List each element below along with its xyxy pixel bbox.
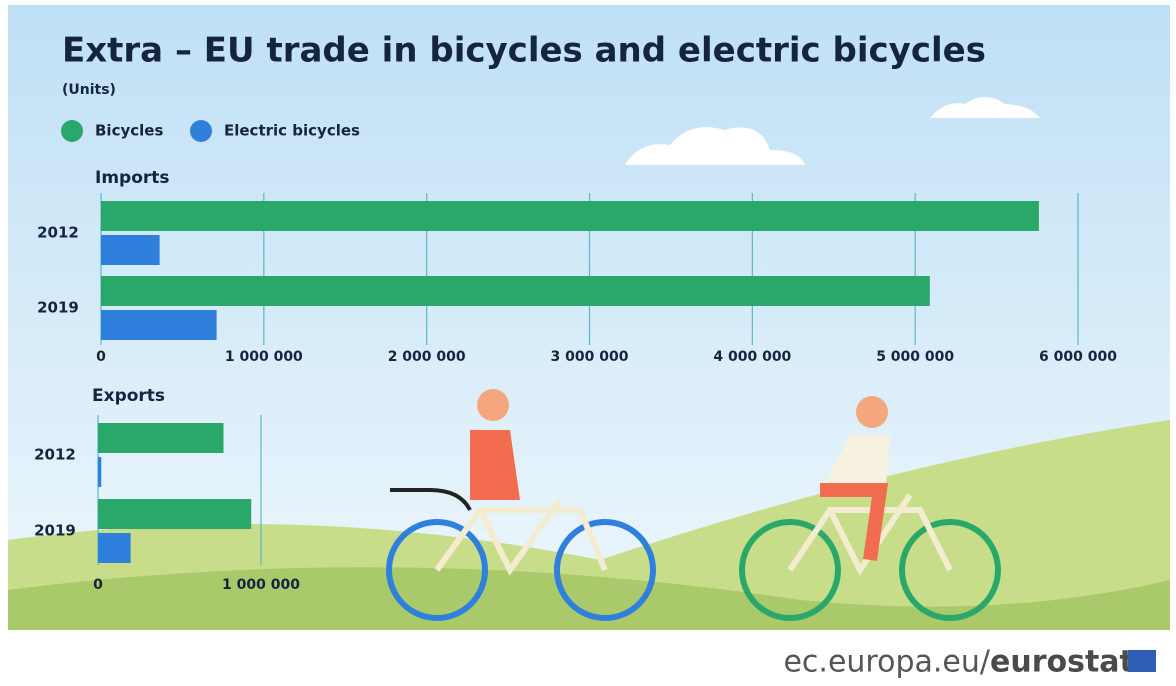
footer-domain: ec.europa.eu/: [783, 645, 990, 680]
chart-title: Exports: [92, 386, 165, 406]
bar: [101, 235, 160, 265]
infographic: Extra – EU trade in bicycles and electri…: [0, 0, 1176, 681]
y-tick-label: 2012: [34, 446, 76, 464]
legend-label: Electric bicycles: [224, 122, 360, 140]
x-tick-label: 0: [93, 577, 103, 593]
bar: [98, 457, 101, 487]
bar: [98, 499, 251, 529]
legend-swatch: [190, 120, 212, 142]
legend-swatch: [61, 120, 83, 142]
bar: [101, 201, 1039, 231]
footer-brand: eurostat: [990, 645, 1134, 680]
chart-title: Imports: [95, 168, 170, 188]
eu-flag: [1128, 650, 1156, 672]
x-tick-label: 4 000 000: [713, 349, 791, 365]
page: {"title": "Extra – EU trade in bicycles …: [0, 0, 1176, 681]
x-tick-label: 6 000 000: [1039, 349, 1117, 365]
bar: [98, 533, 131, 563]
subtitle: (Units): [62, 82, 116, 98]
bar: [98, 423, 224, 453]
title: Extra – EU trade in bicycles and electri…: [62, 31, 986, 71]
x-tick-label: 5 000 000: [876, 349, 954, 365]
y-tick-label: 2012: [37, 224, 79, 242]
bar: [101, 310, 217, 340]
legend-label: Bicycles: [95, 122, 163, 140]
bar: [101, 276, 930, 306]
y-tick-label: 2019: [37, 299, 79, 317]
x-tick-label: 3 000 000: [551, 349, 629, 365]
x-tick-label: 2 000 000: [388, 349, 466, 365]
x-tick-label: 1 000 000: [225, 349, 303, 365]
x-tick-label: 1 000 000: [222, 577, 300, 593]
y-tick-label: 2019: [34, 522, 76, 540]
x-tick-label: 0: [96, 349, 106, 365]
